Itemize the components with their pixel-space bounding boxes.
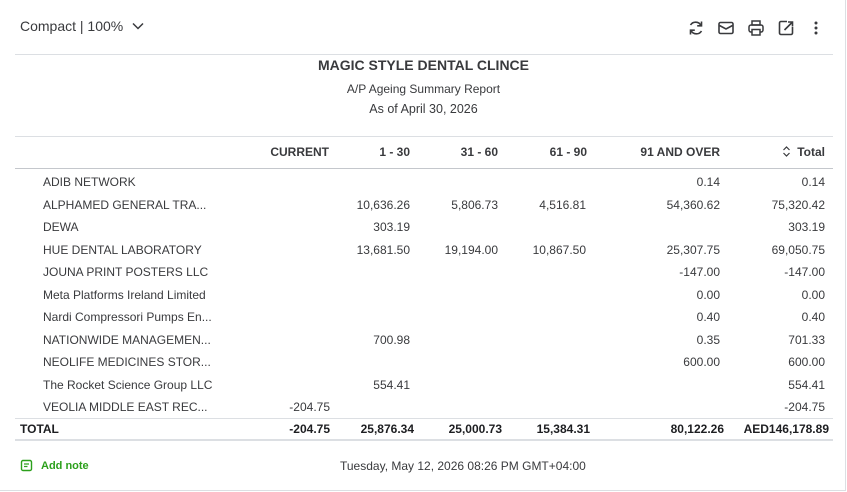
cell-1-30[interactable]: 10,636.26 (356, 198, 410, 212)
col-header-91-over[interactable]: 91 AND OVER (640, 145, 720, 159)
total-91-over[interactable]: 80,122.26 (670, 422, 724, 436)
table-row: NEOLIFE MEDICINES STOR... 600.00 600.00 (15, 355, 833, 377)
total-label: TOTAL (20, 422, 59, 436)
vendor-name[interactable]: ALPHAMED GENERAL TRA... (43, 198, 207, 212)
total-divider-bottom (15, 439, 833, 441)
vendor-name[interactable]: Nardi Compressori Pumps En... (43, 310, 212, 324)
cell-total[interactable]: -147.00 (784, 265, 825, 279)
header-divider (15, 136, 833, 137)
note-icon (20, 459, 33, 472)
cell-1-30[interactable]: 13,681.50 (356, 243, 410, 257)
total-current[interactable]: -204.75 (289, 422, 330, 436)
toolbar-divider (15, 54, 833, 55)
refresh-button[interactable] (681, 17, 711, 39)
chevron-down-icon (132, 22, 144, 30)
cell-total[interactable]: 69,050.75 (771, 243, 825, 257)
export-button[interactable] (771, 17, 801, 39)
total-31-60[interactable]: 25,000.73 (448, 422, 502, 436)
cell-61-90[interactable]: 4,516.81 (539, 198, 586, 212)
export-icon (778, 20, 794, 36)
table-row: ADIB NETWORK 0.14 0.14 (15, 175, 833, 197)
more-options-button[interactable] (801, 17, 831, 39)
col-header-1-30[interactable]: 1 - 30 (379, 145, 410, 159)
cell-total[interactable]: 554.41 (788, 378, 825, 392)
table-row: DEWA 303.19 303.19 (15, 220, 833, 242)
vendor-name[interactable]: HUE DENTAL LABORATORY (43, 243, 202, 257)
cell-total[interactable]: 0.00 (801, 288, 825, 302)
table-row: Meta Platforms Ireland Limited 0.00 0.00 (15, 288, 833, 310)
report-timestamp: Tuesday, May 12, 2026 08:26 PM GMT+04:00 (340, 459, 586, 473)
cell-91-over[interactable]: 0.35 (696, 333, 720, 347)
col-header-total[interactable]: Total (782, 145, 825, 159)
cell-91-over[interactable]: -147.00 (679, 265, 720, 279)
more-vert-icon (814, 21, 818, 35)
print-button[interactable] (741, 17, 771, 39)
cell-total[interactable]: 600.00 (788, 355, 825, 369)
cell-total[interactable]: 701.33 (788, 333, 825, 347)
col-header-current[interactable]: CURRENT (270, 145, 329, 159)
col-header-31-60[interactable]: 31 - 60 (460, 145, 498, 159)
cell-total[interactable]: -204.75 (784, 400, 825, 414)
cell-total[interactable]: 0.14 (801, 175, 825, 189)
cell-31-60[interactable]: 5,806.73 (451, 198, 498, 212)
add-note-label: Add note (41, 459, 89, 472)
cell-1-30[interactable]: 554.41 (373, 378, 410, 392)
table-row: ALPHAMED GENERAL TRA... 10,636.26 5,806.… (15, 198, 833, 220)
cell-1-30[interactable]: 303.19 (373, 220, 410, 234)
cell-91-over[interactable]: 600.00 (683, 355, 720, 369)
table-row: JOUNA PRINT POSTERS LLC -147.00 -147.00 (15, 265, 833, 287)
print-icon (748, 20, 764, 36)
table-row: HUE DENTAL LABORATORY 13,681.50 19,194.0… (15, 243, 833, 265)
report-title: A/P Ageing Summary Report (346, 82, 501, 96)
vendor-name[interactable]: JOUNA PRINT POSTERS LLC (43, 265, 209, 279)
email-button[interactable] (711, 17, 741, 39)
report-toolbar (681, 17, 831, 39)
table-row: The Rocket Science Group LLC 554.41 554.… (15, 378, 833, 400)
vendor-name[interactable]: NEOLIFE MEDICINES STOR... (43, 355, 211, 369)
total-61-90[interactable]: 15,384.31 (536, 422, 590, 436)
cell-1-30[interactable]: 700.98 (373, 333, 410, 347)
total-1-30[interactable]: 25,876.34 (360, 422, 414, 436)
cell-total[interactable]: 75,320.42 (771, 198, 825, 212)
table-row: NATIONWIDE MANAGEMEN... 700.98 0.35 701.… (15, 333, 833, 355)
cell-91-over[interactable]: 0.14 (696, 175, 720, 189)
total-divider-top (15, 418, 833, 419)
col-header-61-90[interactable]: 61 - 90 (549, 145, 587, 159)
vendor-name[interactable]: The Rocket Science Group LLC (43, 378, 213, 392)
vendor-name[interactable]: ADIB NETWORK (43, 175, 136, 189)
cell-current[interactable]: -204.75 (289, 400, 330, 414)
company-name: MAGIC STYLE DENTAL CLINCE (317, 57, 530, 73)
table-row: VEOLIA MIDDLE EAST REC... -204.75 -204.7… (15, 400, 833, 422)
cell-91-over[interactable]: 0.40 (696, 310, 720, 324)
table-row: Nardi Compressori Pumps En... 0.40 0.40 (15, 310, 833, 332)
total-grand[interactable]: AED146,178.89 (743, 422, 829, 436)
email-icon (718, 21, 734, 35)
cell-total[interactable]: 0.40 (801, 310, 825, 324)
vendor-name[interactable]: DEWA (43, 220, 79, 234)
vendor-name[interactable]: Meta Platforms Ireland Limited (43, 288, 206, 302)
cell-91-over[interactable]: 0.00 (696, 288, 720, 302)
cell-total[interactable]: 303.19 (788, 220, 825, 234)
add-note-button[interactable]: Add note (20, 459, 89, 472)
view-size-dropdown[interactable]: Compact | 100% (20, 18, 145, 34)
refresh-icon (689, 21, 703, 35)
cell-91-over[interactable]: 54,360.62 (666, 198, 720, 212)
report-date: As of April 30, 2026 (369, 102, 478, 116)
sort-icon (783, 146, 791, 157)
view-size-label: Compact | 100% (20, 18, 124, 34)
cell-61-90[interactable]: 10,867.50 (532, 243, 586, 257)
vendor-name[interactable]: NATIONWIDE MANAGEMEN... (43, 333, 211, 347)
vendor-name[interactable]: VEOLIA MIDDLE EAST REC... (43, 400, 208, 414)
cell-91-over[interactable]: 25,307.75 (666, 243, 720, 257)
cell-31-60[interactable]: 19,194.00 (444, 243, 498, 257)
col-header-total-label: Total (797, 145, 825, 159)
column-header-divider (15, 168, 833, 169)
